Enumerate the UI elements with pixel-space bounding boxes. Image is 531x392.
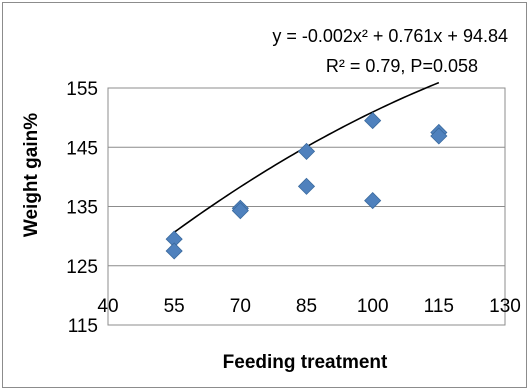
y-tick-label-1: 125	[66, 257, 98, 278]
trendline-stats: R² = 0.79, P=0.058	[326, 56, 478, 76]
x-tick-label-0: 40	[97, 296, 118, 317]
y-tick-label-2: 135	[66, 198, 98, 219]
plot-area	[107, 87, 506, 326]
x-tick-label-5: 115	[424, 296, 454, 317]
data-point-4	[297, 142, 316, 160]
y-tick-label-0: 115	[68, 316, 98, 337]
data-point-5	[297, 177, 316, 195]
data-point-7	[364, 192, 382, 210]
x-tick-label-4: 100	[357, 296, 389, 317]
trendline-equation: y = -0.002x² + 0.761x + 94.84	[272, 26, 508, 46]
gridlines	[108, 87, 505, 326]
y-tick-label-3: 145	[66, 138, 98, 159]
x-tick-labels: 40 55 70 85 100 115 130	[97, 296, 520, 317]
x-tick-label-2: 70	[230, 296, 251, 317]
y-tick-labels: 115 125 135 145 155	[66, 79, 98, 337]
x-tick-label-1: 55	[164, 296, 185, 317]
data-point-3	[231, 202, 249, 220]
x-tick-label-6: 130	[489, 296, 521, 317]
y-tick-label-4: 155	[66, 79, 98, 100]
chart-frame	[2, 2, 527, 388]
y-axis-title: Weight gain%	[21, 113, 42, 237]
data-point-1	[165, 242, 183, 260]
data-points	[165, 112, 448, 260]
x-axis-title: Feeding treatment	[223, 352, 388, 373]
data-point-6	[364, 112, 382, 130]
data-point-9	[430, 127, 448, 145]
x-tick-label-3: 85	[296, 296, 317, 317]
